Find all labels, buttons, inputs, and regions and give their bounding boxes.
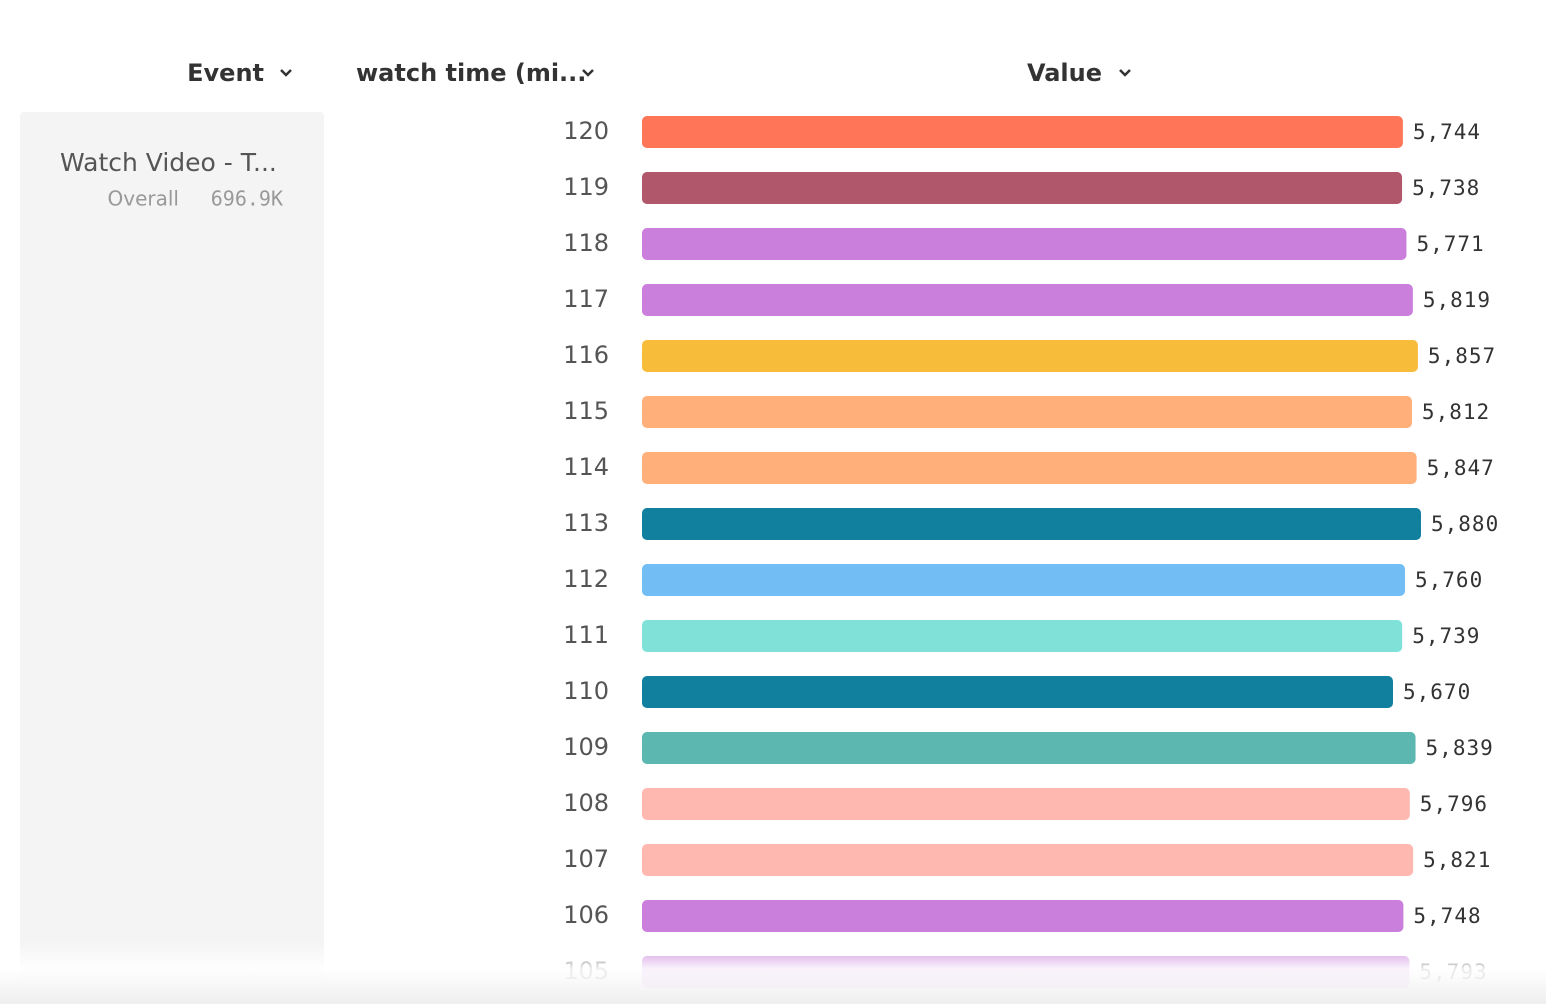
scroll-fade	[0, 940, 1546, 1004]
value-label: 5,670	[1403, 680, 1471, 704]
bar	[642, 284, 1413, 316]
chevron[interactable]	[280, 69, 292, 77]
bar	[642, 676, 1393, 708]
event-panel	[20, 112, 324, 982]
overall-value: 696.9K	[211, 187, 283, 211]
value-label: 5,744	[1413, 120, 1481, 144]
bar	[642, 396, 1412, 428]
chevron[interactable]	[582, 69, 594, 77]
bar	[642, 732, 1416, 764]
bar	[642, 620, 1403, 652]
row-label: 116	[563, 341, 609, 369]
row-label: 118	[563, 229, 609, 257]
bar	[642, 788, 1410, 820]
value-label: 5,819	[1423, 288, 1491, 312]
value-label: 5,847	[1427, 456, 1495, 480]
row-label: 106	[563, 901, 609, 929]
bar	[642, 844, 1414, 876]
row-label: 119	[563, 173, 609, 201]
value-label: 5,857	[1428, 344, 1496, 368]
value-label: 5,738	[1412, 176, 1480, 200]
bar	[642, 172, 1403, 204]
chevron[interactable]	[1119, 69, 1131, 77]
value-label: 5,760	[1415, 568, 1483, 592]
bar	[642, 564, 1405, 596]
value-label: 5,821	[1423, 848, 1491, 872]
value-label: 5,839	[1426, 736, 1494, 760]
row-label: 112	[563, 565, 609, 593]
row-label: 110	[563, 677, 609, 705]
row-label: 120	[563, 117, 609, 145]
bar	[642, 340, 1418, 372]
value-label: 5,880	[1431, 512, 1499, 536]
row-label: 113	[563, 509, 609, 537]
column-header[interactable]: Event	[187, 59, 264, 87]
row-label: 114	[563, 453, 609, 481]
value-label: 5,771	[1416, 232, 1484, 256]
bar	[642, 116, 1403, 148]
column-header[interactable]: watch time (mi...	[356, 59, 586, 87]
event-name[interactable]: Watch Video - T...	[60, 148, 277, 177]
row-label: 111	[563, 621, 609, 649]
bar	[642, 452, 1417, 484]
bar	[642, 900, 1404, 932]
bar	[642, 228, 1407, 260]
row-label: 109	[563, 733, 609, 761]
bar	[642, 508, 1421, 540]
row-label: 107	[563, 845, 609, 873]
value-label: 5,739	[1412, 624, 1480, 648]
overall-label: Overall	[108, 187, 179, 211]
row-label: 117	[563, 285, 609, 313]
column-header[interactable]: Value	[1027, 59, 1102, 87]
value-label: 5,796	[1420, 792, 1488, 816]
row-label: 108	[563, 789, 609, 817]
row-label: 115	[563, 397, 609, 425]
value-label: 5,812	[1422, 400, 1490, 424]
value-label: 5,748	[1413, 904, 1481, 928]
